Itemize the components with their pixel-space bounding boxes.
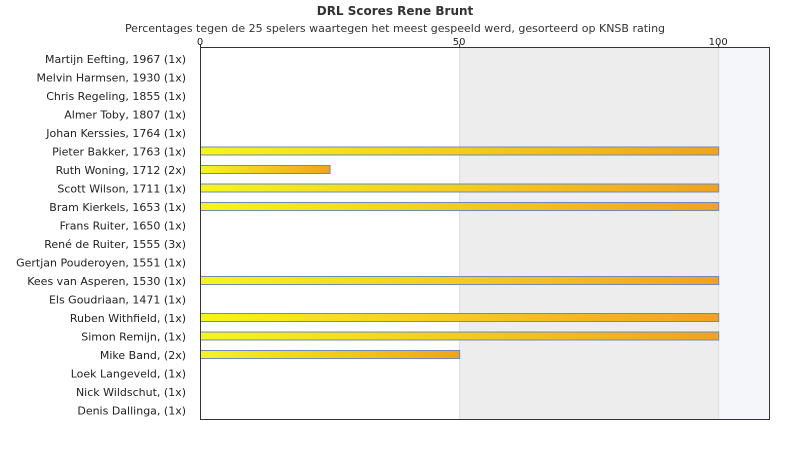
x-tick-label: 100 [709, 37, 728, 48]
bar [200, 165, 331, 174]
category-label: Frans Ruiter, 1650 (1x) [60, 220, 186, 233]
category-label: Chris Regeling, 1855 (1x) [46, 90, 186, 103]
category-label: Almer Toby, 1807 (1x) [64, 109, 186, 122]
x-tick-label: 0 [197, 37, 203, 48]
chart-title: DRL Scores Rene Brunt [316, 4, 474, 18]
category-label: Martijn Eefting, 1967 (1x) [45, 53, 186, 66]
category-label: Kees van Asperen, 1530 (1x) [27, 275, 186, 288]
bar [200, 146, 720, 156]
category-label: Mike Band, (2x) [100, 349, 186, 362]
category-label: Gertjan Pouderoyen, 1551 (1x) [16, 257, 186, 270]
plot-area-border [200, 47, 770, 420]
category-label: Scott Wilson, 1711 (1x) [57, 183, 186, 196]
chart-subtitle: Percentages tegen de 25 spelers waartege… [124, 22, 666, 35]
bar [200, 350, 461, 359]
category-label: Simon Remijn, (1x) [81, 331, 186, 344]
category-label: Bram Kierkels, 1653 (1x) [49, 201, 186, 214]
bar [200, 202, 720, 211]
background-band-0 [459, 47, 719, 420]
bar [200, 183, 720, 193]
category-labels: Martijn Eefting, 1967 (1x) Melvin Harmsen… [16, 53, 186, 418]
bar [200, 276, 720, 285]
category-label: Ruth Woning, 1712 (2x) [56, 164, 186, 177]
category-label: Els Goudriaan, 1471 (1x) [49, 294, 186, 307]
x-tick-label: 50 [453, 37, 466, 48]
bar [200, 313, 720, 322]
background-band-1 [718, 47, 770, 420]
category-label: Nick Wildschut, (1x) [76, 386, 186, 399]
category-label: Ruben Withfield, (1x) [70, 312, 186, 325]
bar [200, 331, 720, 341]
category-label: Johan Kerssies, 1764 (1x) [45, 127, 186, 140]
background-bands [459, 47, 770, 420]
x-axis-ticks: 0 50 100 [197, 37, 728, 48]
category-label: Melvin Harmsen, 1930 (1x) [37, 72, 186, 85]
category-label: René de Ruiter, 1555 (3x) [44, 238, 186, 251]
category-label: Pieter Bakker, 1763 (1x) [52, 146, 186, 159]
category-label: Denis Dallinga, (1x) [77, 405, 186, 418]
category-label: Loek Langeveld, (1x) [71, 368, 186, 381]
